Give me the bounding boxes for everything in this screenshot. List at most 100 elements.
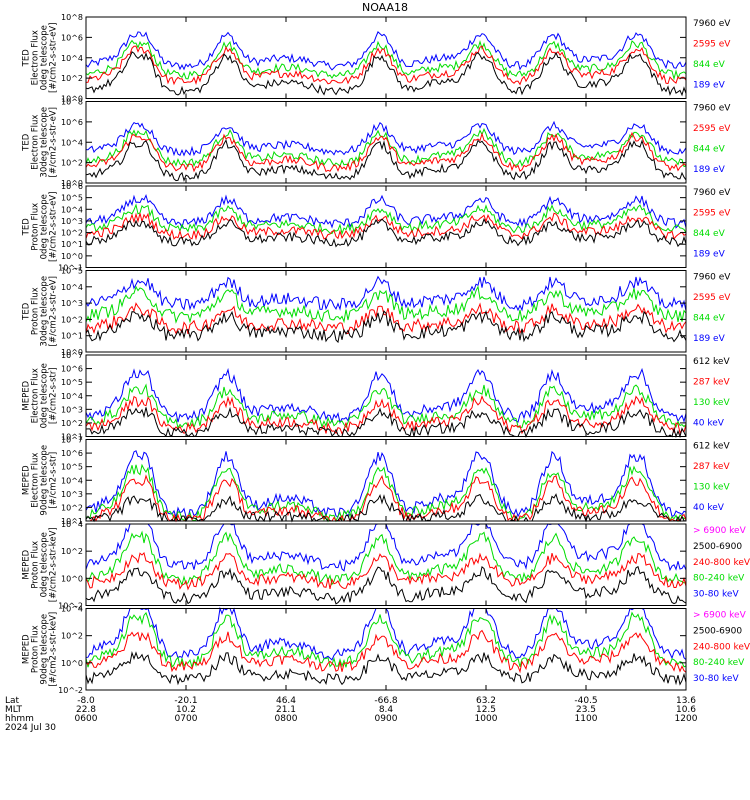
legend-entry: 189 eV xyxy=(693,165,726,175)
y-tick-label: 10^4 xyxy=(61,476,83,485)
y-tick-label: 10^-1 xyxy=(58,264,83,273)
x-tick-label-hhmm: 1200 xyxy=(675,714,698,724)
series-line-blue xyxy=(85,275,687,312)
y-tick-label: 10^0 xyxy=(61,95,83,104)
y-tick-label: 10^2 xyxy=(61,315,83,324)
y-tick-label: 10^7 xyxy=(61,351,83,360)
panel-1: 10^0 10^2 10^4 10^6 10^8 TED Electron Flux 0deg… xyxy=(22,13,732,104)
y-tick-label: 10^8 xyxy=(61,98,83,107)
y-axis-label: [#/cm2-s-str-eV] xyxy=(49,107,59,177)
y-tick-label: 10^4 xyxy=(61,392,83,401)
series-line-green xyxy=(85,285,687,324)
legend-entry: > 6900 keV xyxy=(693,611,747,621)
x-tick-label-mlt: 23.5 xyxy=(576,705,596,715)
series-line-red xyxy=(85,131,687,173)
y-tick-label: 10^6 xyxy=(61,33,83,42)
y-axis-label: 0deg telescope xyxy=(40,194,50,259)
y-axis-label: TED xyxy=(22,218,32,237)
x-row-label: Lat xyxy=(5,696,20,706)
y-tick-label: 10^5 xyxy=(61,463,83,472)
series-line-red xyxy=(85,212,687,241)
y-axis-label: 0deg telescope xyxy=(40,532,50,597)
y-axis-label: 0deg telescope xyxy=(40,25,50,90)
x-row-label: MLT xyxy=(5,705,23,715)
x-row-label: hhmm xyxy=(5,714,34,724)
y-tick-label: 10^2 xyxy=(61,229,83,238)
y-tick-label: 10^2 xyxy=(61,419,83,428)
legend-entry: 612 keV xyxy=(693,442,730,452)
y-tick-label: 10^5 xyxy=(61,378,83,387)
y-axis-label: Proton Flux xyxy=(31,287,41,335)
y-axis-label: MEPED xyxy=(22,549,32,579)
series-line-blue xyxy=(85,193,687,230)
x-tick-label-lat: 63.2 xyxy=(476,696,496,706)
legend-entry: 130 keV xyxy=(693,398,730,408)
legend-entry: 189 eV xyxy=(693,249,726,259)
y-tick-label: 10^3 xyxy=(61,490,83,499)
y-axis-label: Proton Flux xyxy=(31,541,41,589)
y-axis-label: 90deg telescope xyxy=(40,614,50,685)
y-axis-label: Electron Flux xyxy=(31,453,41,508)
x-tick-label-lat: -8.0 xyxy=(77,696,95,706)
x-row-label: 2024 Jul 30 xyxy=(5,723,56,733)
legend-entry: 2500-6900 xyxy=(693,542,742,552)
y-axis-label: 90deg telescope xyxy=(40,445,50,516)
series-line-red xyxy=(85,302,687,335)
y-tick-label: 10^5 xyxy=(61,194,83,203)
y-tick-label: 10^4 xyxy=(61,205,83,214)
legend-entry: 2595 eV xyxy=(693,208,731,218)
panel-5: 10^1 10^2 10^3 10^4 10^5 10^6 10^7 MEPED Electro… xyxy=(22,351,731,442)
y-axis-label: [#/cm2-s-str-keV] xyxy=(49,612,59,687)
y-tick-label: 10^2 xyxy=(61,159,83,168)
x-tick-label-mlt: 10.6 xyxy=(676,705,696,715)
y-tick-label: 10^-2 xyxy=(58,602,83,611)
legend-entry: 189 eV xyxy=(693,334,726,344)
y-axis-label: Proton Flux xyxy=(31,203,41,251)
y-axis-label: Electron Flux xyxy=(31,115,41,170)
y-axis-label: Proton Flux xyxy=(31,625,41,673)
chart-title: NOAA18 xyxy=(362,1,408,14)
y-tick-label: 10^3 xyxy=(61,217,83,226)
legend-entry: 2595 eV xyxy=(693,39,731,49)
legend-entry: 844 eV xyxy=(693,313,726,323)
series-line-blue xyxy=(85,606,687,661)
x-tick-label-mlt: 22.8 xyxy=(76,705,96,715)
x-tick-label-lat: -40.5 xyxy=(574,696,597,706)
y-tick-label: 10^1 xyxy=(61,433,83,442)
series-line-red xyxy=(85,45,687,86)
panel-frame xyxy=(85,354,687,437)
legend-entry: 7960 eV xyxy=(693,104,731,114)
legend-entry: 2595 eV xyxy=(693,293,731,303)
y-tick-label: 10^1 xyxy=(61,240,83,249)
legend-entry: 844 eV xyxy=(693,229,726,239)
x-tick-label-lat: 13.6 xyxy=(676,696,696,706)
x-tick-label-hhmm: 0900 xyxy=(375,714,398,724)
y-axis-label: 0deg telescope xyxy=(40,363,50,428)
legend-entry: 2500-6900 xyxy=(693,626,742,636)
series-line-black xyxy=(85,650,687,686)
y-tick-label: 10^2 xyxy=(61,632,83,641)
legend-entry: 7960 eV xyxy=(693,188,731,198)
y-axis-label: TED xyxy=(22,302,32,321)
y-tick-label: 10^4 xyxy=(61,138,83,147)
y-tick-label: 10^6 xyxy=(61,182,83,191)
y-axis-label: Electron Flux xyxy=(31,368,41,423)
y-axis-label: TED xyxy=(22,49,32,68)
y-tick-label: 10^2 xyxy=(61,503,83,512)
y-tick-label: 10^6 xyxy=(61,365,83,374)
y-tick-label: 10^4 xyxy=(61,283,83,292)
series-line-black xyxy=(85,51,687,97)
y-tick-label: 10^0 xyxy=(61,252,83,261)
y-tick-label: 10^2 xyxy=(61,547,83,556)
legend-entry: 189 eV xyxy=(693,80,726,90)
legend-entry: > 6900 keV xyxy=(693,526,747,536)
x-tick-label-mlt: 10.2 xyxy=(176,705,196,715)
series-line-green xyxy=(85,530,687,587)
x-tick-label-lat: -20.1 xyxy=(174,696,197,706)
y-tick-label: 10^0 xyxy=(61,659,83,668)
legend-entry: 240-800 keV xyxy=(693,558,750,568)
panel-8: 10^-2 10^0 10^2 10^4 MEPED Proton Flux 90deg t… xyxy=(22,605,750,696)
y-tick-label: 10^6 xyxy=(61,118,83,127)
panel-frame xyxy=(85,270,687,353)
legend-entry: 30-80 keV xyxy=(693,674,739,684)
